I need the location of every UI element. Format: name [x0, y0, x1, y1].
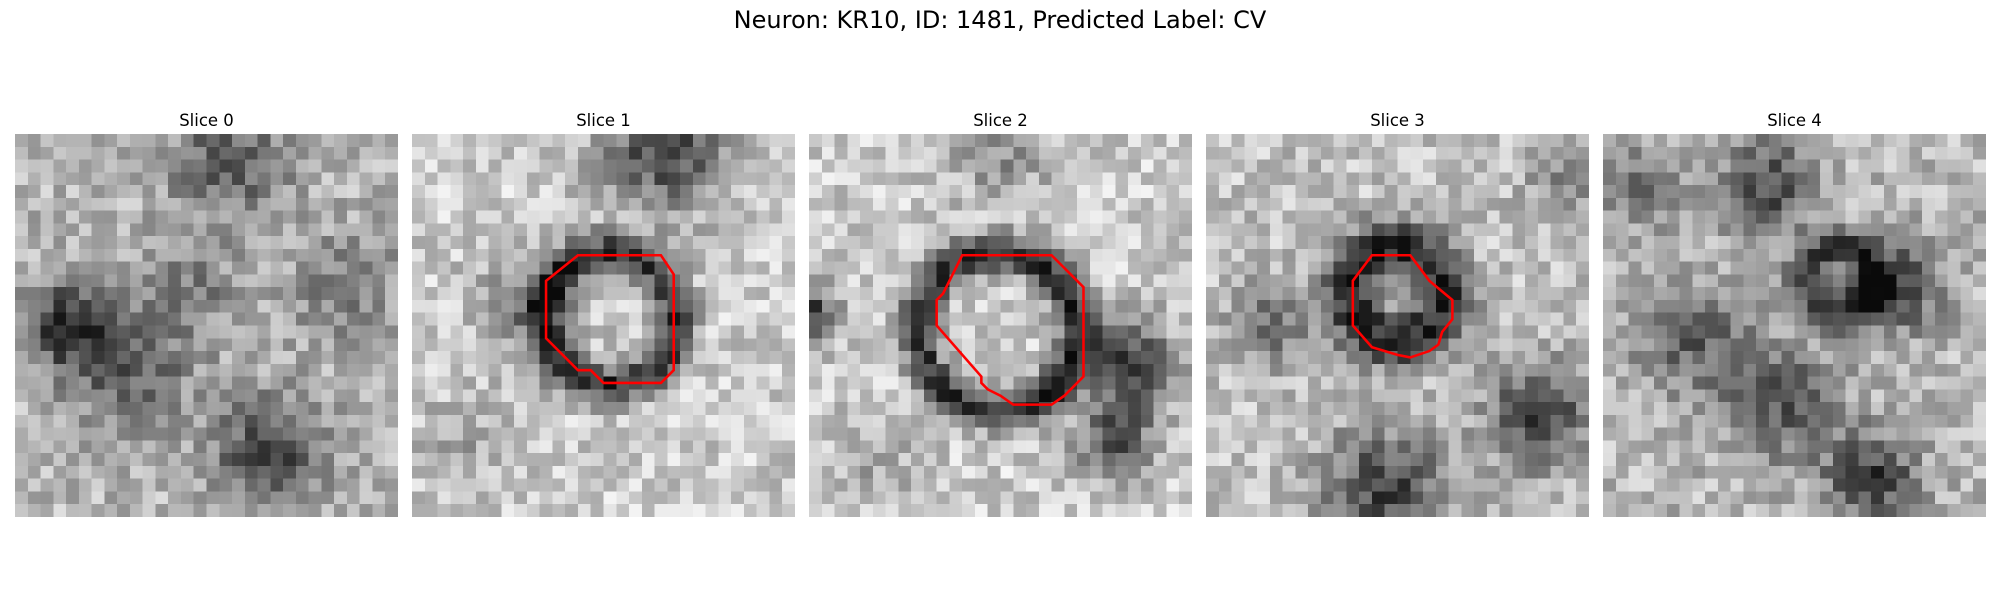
slice-image-2	[809, 134, 1192, 517]
slice-panel-1: Slice 1	[412, 108, 795, 517]
contour-outline-3	[1351, 254, 1454, 359]
slice-panel-4: Slice 4	[1603, 108, 1986, 517]
figure-title: Neuron: KR10, ID: 1481, Predicted Label:…	[733, 6, 1267, 34]
slice-title-0: Slice 0	[179, 111, 234, 130]
slice-image-3	[1206, 134, 1589, 517]
slice-panel-2: Slice 2	[809, 108, 1192, 517]
slice-image-1	[412, 134, 795, 517]
slice-title-2: Slice 2	[973, 111, 1028, 130]
slice-panel-0: Slice 0	[15, 108, 398, 517]
slice-image-4	[1603, 134, 1986, 517]
slice-panel-3: Slice 3	[1206, 108, 1589, 517]
slice-title-1: Slice 1	[576, 111, 631, 130]
contour-outline-2	[935, 254, 1085, 406]
contour-outline-1	[544, 254, 675, 385]
slice-title-4: Slice 4	[1767, 111, 1822, 130]
slice-title-3: Slice 3	[1370, 111, 1425, 130]
slice-image-0	[15, 134, 398, 517]
